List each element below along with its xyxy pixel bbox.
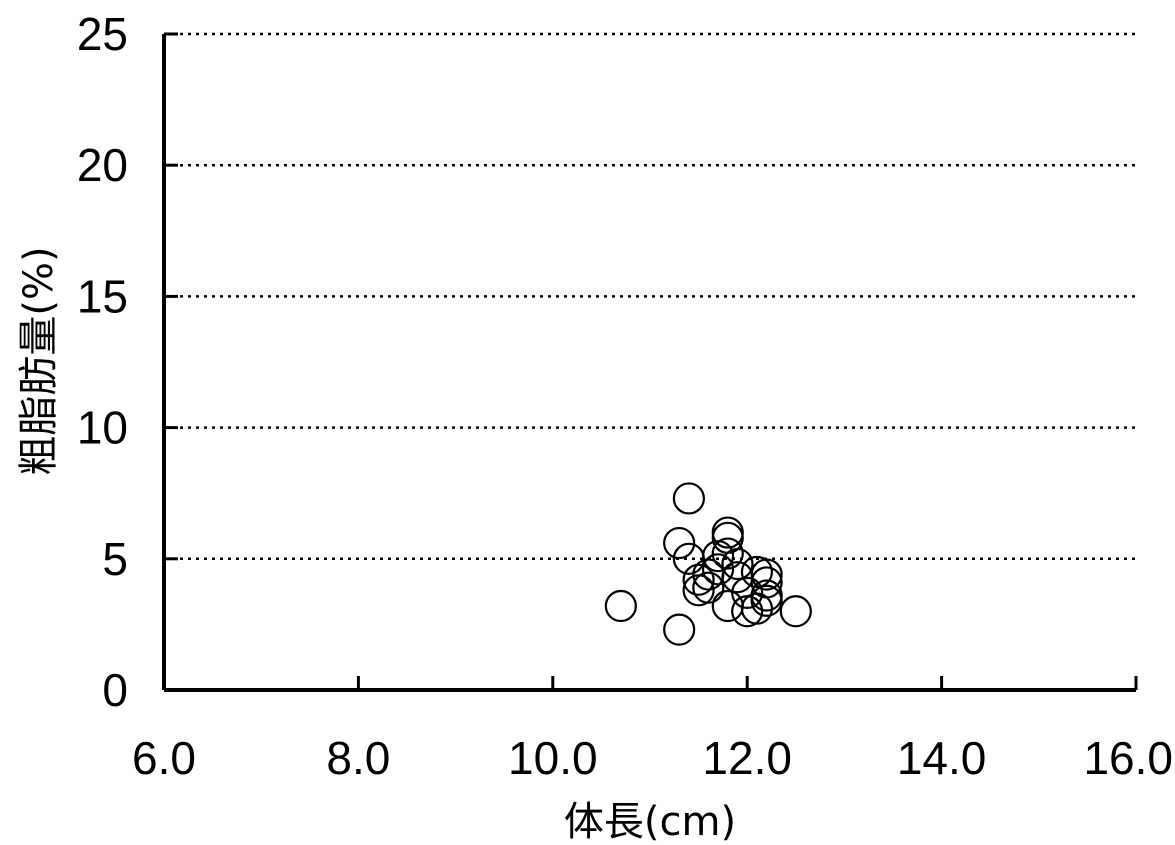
y-tick-label: 5 xyxy=(102,533,128,585)
scatter-point xyxy=(731,595,764,628)
scatter-point xyxy=(750,566,783,599)
scatter-point xyxy=(701,553,735,586)
x-tick-label: 16.0 xyxy=(1083,732,1173,784)
scatter-point xyxy=(663,526,696,560)
y-tick-label: 25 xyxy=(77,8,128,60)
y-axis-title: 粗脂肪量(%) xyxy=(16,246,62,475)
scatter-point xyxy=(750,558,783,591)
scatter-point xyxy=(663,613,696,646)
tick-labels: 0 5 10 15 20 25 6.0 8.0 10.0 12.0 14.0 16.0 xyxy=(77,8,1173,784)
data-points xyxy=(604,482,812,646)
scatter-point xyxy=(721,547,754,581)
scatter-point xyxy=(672,482,705,515)
gridlines xyxy=(164,32,1136,561)
x-tick-label: 14.0 xyxy=(897,732,987,784)
x-tick-label: 12.0 xyxy=(702,732,792,784)
scatter-point xyxy=(604,589,637,623)
x-tick-label: 6.0 xyxy=(132,732,196,784)
scatter-point xyxy=(701,540,735,573)
scatter-point xyxy=(731,576,764,610)
scatter-point xyxy=(750,584,783,617)
y-tick-label: 20 xyxy=(77,139,128,191)
scatter-point xyxy=(682,563,715,596)
scatter-point xyxy=(779,595,812,628)
y-tick-label: 15 xyxy=(77,270,128,322)
x-tick-label: 8.0 xyxy=(326,732,390,784)
x-axis-title: 体長(cm) xyxy=(564,799,736,845)
y-tick-label: 10 xyxy=(77,402,128,454)
x-tick-label: 10.0 xyxy=(508,732,598,784)
axes xyxy=(162,32,1138,692)
y-tick-label: 0 xyxy=(102,664,128,716)
scatter-point xyxy=(692,571,725,604)
scatter-point xyxy=(711,537,744,570)
